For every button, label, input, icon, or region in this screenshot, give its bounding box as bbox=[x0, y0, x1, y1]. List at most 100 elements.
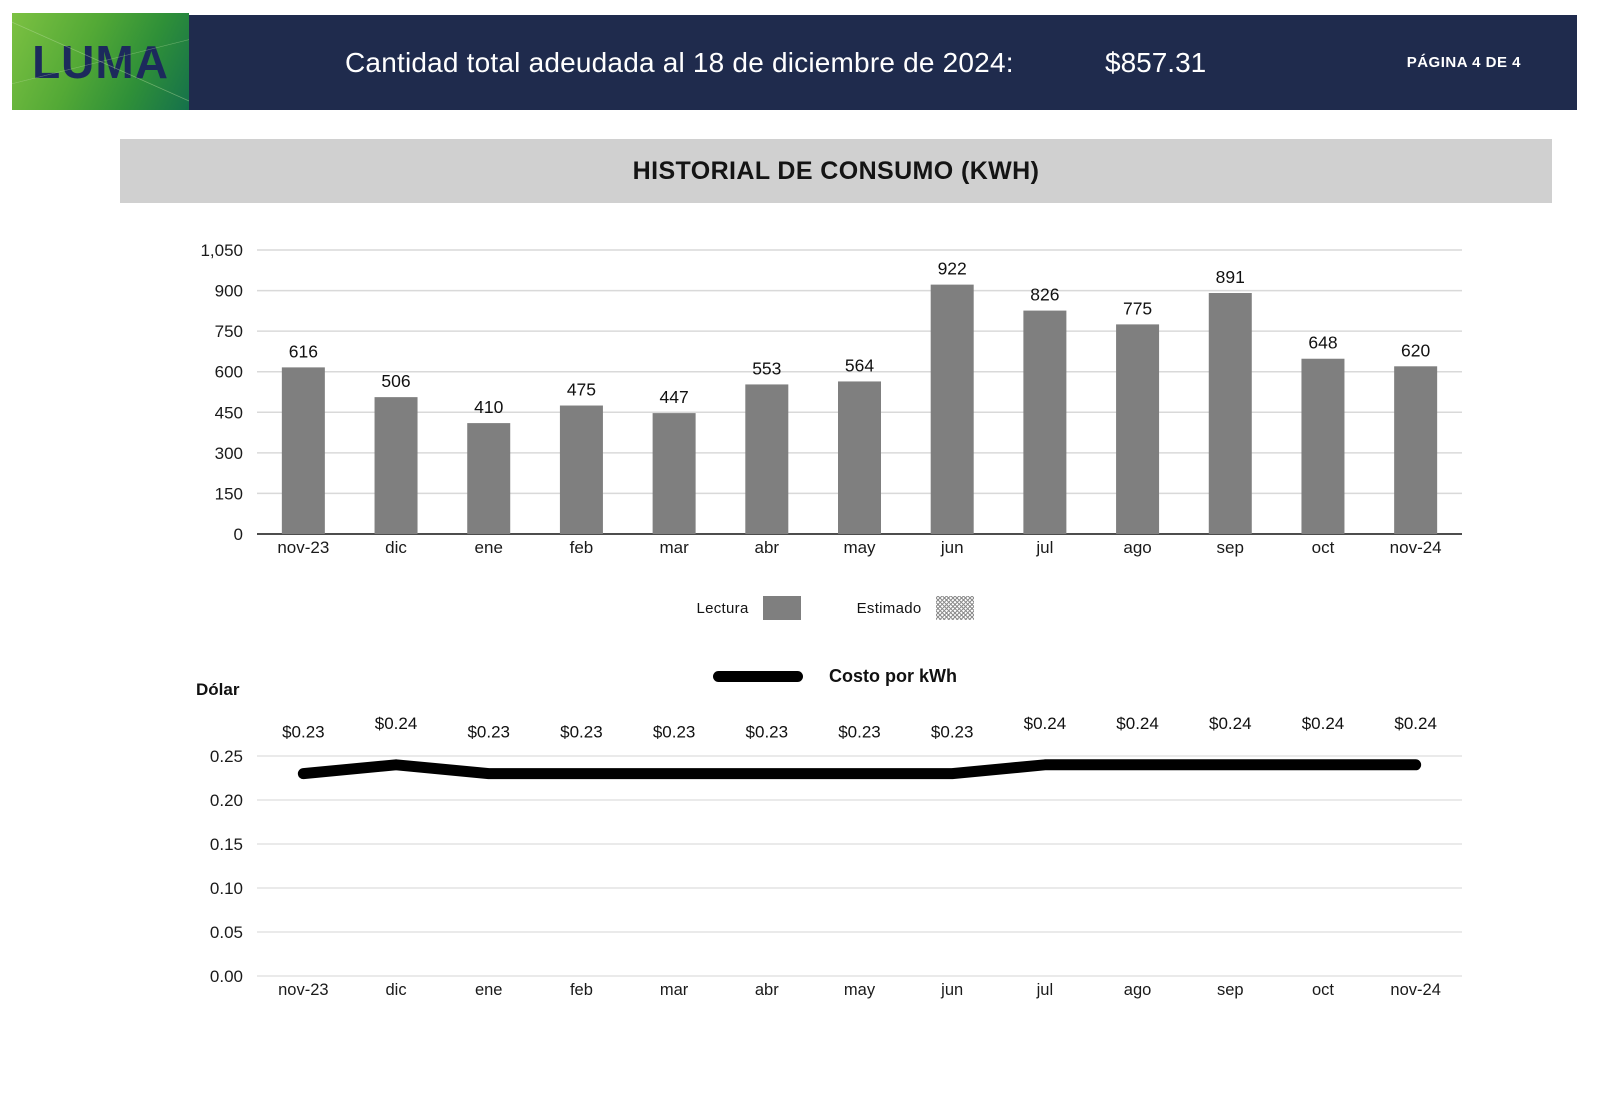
legend-label-estimado: Estimado bbox=[856, 599, 922, 617]
line-ytick-label: 0.25 bbox=[210, 747, 243, 766]
line-value-label: $0.24 bbox=[1394, 714, 1437, 733]
bar-oct bbox=[1301, 358, 1345, 534]
bar-ytick-label: 600 bbox=[215, 363, 243, 382]
bar-ytick-label: 0 bbox=[234, 525, 243, 544]
line-xtick-label: dic bbox=[385, 981, 406, 999]
bar-jul bbox=[1023, 310, 1067, 534]
bar-value-label: 553 bbox=[752, 358, 781, 378]
line-value-label: $0.23 bbox=[931, 723, 974, 742]
section-title: HISTORIAL DE CONSUMO (KWH) bbox=[632, 156, 1040, 185]
bar-ytick-label: 750 bbox=[215, 322, 243, 341]
bar-ytick-label: 1,050 bbox=[200, 241, 243, 260]
line-value-label: $0.23 bbox=[653, 723, 696, 742]
bar-nov-23 bbox=[281, 367, 325, 534]
bar-value-label: 506 bbox=[381, 371, 410, 391]
bar-may bbox=[838, 381, 881, 534]
line-ytick-label: 0.00 bbox=[210, 967, 243, 986]
bar-nov-24 bbox=[1394, 366, 1438, 534]
bar-value-label: 922 bbox=[938, 259, 967, 279]
bar-value-label: 620 bbox=[1401, 340, 1430, 360]
line-xtick-label: ago bbox=[1124, 981, 1152, 999]
line-value-label: $0.24 bbox=[1302, 714, 1345, 733]
bar-xtick-label: dic bbox=[385, 538, 407, 557]
bar-ago bbox=[1116, 324, 1160, 534]
line-xtick-label: mar bbox=[660, 981, 689, 999]
line-value-label: $0.23 bbox=[467, 723, 510, 742]
line-ytick-label: 0.10 bbox=[210, 879, 243, 898]
bar-value-label: 891 bbox=[1216, 267, 1245, 287]
line-value-label: $0.24 bbox=[1024, 714, 1067, 733]
bar-value-label: 616 bbox=[289, 341, 318, 361]
line-ytick-label: 0.15 bbox=[210, 835, 243, 854]
bar-value-label: 447 bbox=[660, 387, 689, 407]
bar-value-label: 826 bbox=[1030, 285, 1059, 305]
bar-feb bbox=[559, 405, 603, 534]
section-title-bar: HISTORIAL DE CONSUMO (KWH) bbox=[120, 139, 1552, 203]
line-xtick-label: oct bbox=[1312, 981, 1334, 999]
bar-xtick-label: jun bbox=[940, 538, 964, 557]
line-value-label: $0.24 bbox=[1116, 714, 1159, 733]
bar-xtick-label: mar bbox=[659, 538, 689, 557]
bar-jun bbox=[930, 284, 974, 534]
line-xtick-label: may bbox=[844, 981, 876, 999]
line-value-label: $0.24 bbox=[1209, 714, 1252, 733]
line-xtick-label: abr bbox=[755, 981, 779, 999]
cost-line-swatch-icon bbox=[713, 670, 803, 682]
bar-value-label: 564 bbox=[845, 355, 874, 375]
bar-xtick-label: sep bbox=[1217, 538, 1244, 557]
line-xtick-label: ene bbox=[475, 981, 503, 999]
bar-ene bbox=[467, 423, 511, 534]
bar-xtick-label: feb bbox=[570, 538, 594, 557]
line-value-label: $0.24 bbox=[375, 714, 418, 733]
bar-xtick-label: ene bbox=[475, 538, 503, 557]
bar-sep bbox=[1208, 293, 1252, 534]
bar-ytick-label: 150 bbox=[215, 484, 243, 503]
line-xtick-label: jul bbox=[1036, 981, 1054, 999]
bar-dic bbox=[374, 397, 418, 534]
bar-value-label: 775 bbox=[1123, 298, 1152, 318]
consumption-bar-chart: 0 150 300 450 600 750 900 1,050 616 nov-23 506 dic 4… bbox=[200, 241, 1462, 557]
bar-xtick-label: oct bbox=[1312, 538, 1335, 557]
line-xtick-label: feb bbox=[570, 981, 593, 999]
bar-xtick-label: abr bbox=[755, 538, 780, 557]
bar-ytick-label: 450 bbox=[215, 403, 243, 422]
estimado-swatch-icon bbox=[935, 596, 974, 620]
bar-ytick-label: 300 bbox=[215, 444, 243, 463]
bar-xtick-label: ago bbox=[1123, 538, 1151, 557]
page-indicator: PÁGINA 4 DE 4 bbox=[1406, 54, 1521, 71]
line-ytick-label: 0.20 bbox=[210, 791, 243, 810]
bar-xtick-label: may bbox=[843, 538, 876, 557]
line-value-label: $0.23 bbox=[282, 723, 325, 742]
luma-logo-decoration bbox=[12, 13, 189, 110]
line-value-label: $0.23 bbox=[746, 723, 789, 742]
line-value-label: $0.23 bbox=[560, 723, 603, 742]
line-chart-legend: Costo por kWh bbox=[180, 662, 1490, 690]
header-bar: Cantidad total adeudada al 18 de diciemb… bbox=[189, 15, 1577, 110]
lectura-swatch-icon bbox=[762, 596, 801, 620]
line-xtick-label: jun bbox=[940, 981, 963, 999]
total-due-label: Cantidad total adeudada al 18 de diciemb… bbox=[345, 46, 1014, 78]
line-ylabel: Dólar bbox=[196, 680, 240, 699]
bar-abr bbox=[745, 384, 789, 534]
bar-xtick-label: nov-24 bbox=[1390, 538, 1442, 557]
line-value-label: $0.23 bbox=[838, 723, 881, 742]
line-xtick-label: sep bbox=[1217, 981, 1244, 999]
line-xtick-label: nov-24 bbox=[1390, 981, 1440, 999]
bar-chart-legend: Lectura Estimado bbox=[180, 592, 1490, 624]
luma-logo: LUMA bbox=[12, 13, 189, 110]
line-xtick-label: nov-23 bbox=[278, 981, 328, 999]
bar-ytick-label: 900 bbox=[215, 282, 243, 301]
cost-per-kwh-line bbox=[297, 759, 1422, 780]
total-due-amount: $857.31 bbox=[1105, 46, 1207, 78]
bar-mar bbox=[652, 413, 696, 534]
bar-xtick-label: nov-23 bbox=[277, 538, 329, 557]
legend-item-lectura: Lectura bbox=[696, 596, 801, 620]
legend-item-estimado: Estimado bbox=[857, 596, 974, 620]
legend-label-lectura: Lectura bbox=[696, 599, 749, 617]
bar-value-label: 475 bbox=[567, 380, 596, 400]
bar-value-label: 648 bbox=[1308, 333, 1337, 353]
bar-value-label: 410 bbox=[474, 397, 503, 417]
bar-xtick-label: jul bbox=[1035, 538, 1053, 557]
cost-line-legend-label: Costo por kWh bbox=[829, 665, 957, 686]
cost-line-chart: Dólar 0.00 0.05 0.10 0.15 0.20 0.25 $0.23 nov-23… bbox=[196, 680, 1462, 999]
